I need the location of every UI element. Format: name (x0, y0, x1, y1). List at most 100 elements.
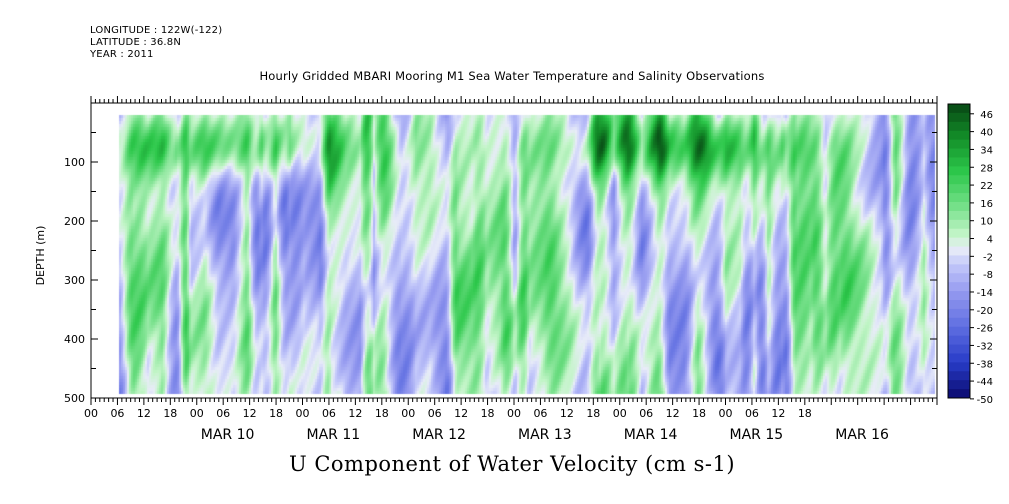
heatmap-field (91, 103, 937, 398)
colorbar-swatch (948, 353, 970, 363)
colorbar-swatch (948, 264, 970, 274)
x-hour-label: 00 (190, 407, 204, 420)
x-day-label: MAR 11 (307, 427, 361, 443)
colorbar-label: 28 (980, 163, 993, 174)
colorbar-frame (947, 103, 971, 399)
colorbar-swatch (948, 228, 970, 239)
colorbar-swatch (948, 130, 970, 141)
colorbar-swatch (948, 184, 970, 194)
colorbar-swatch (948, 166, 970, 176)
x-hour-label: 06 (110, 407, 124, 420)
longitude-label: LONGITUDE : 122W(-122) (90, 25, 223, 36)
colorbar-label: -44 (977, 377, 993, 388)
colorbar-swatch (948, 335, 970, 346)
colorbar-swatch (948, 273, 970, 283)
colorbar-swatch (948, 255, 970, 265)
x-hour-label: 00 (296, 407, 310, 420)
y-axis-label: DEPTH (m) (34, 226, 47, 286)
colorbar-swatch (948, 104, 970, 114)
x-hour-label: 06 (639, 407, 653, 420)
colorbar-label: -32 (977, 341, 993, 352)
x-hour-label: 18 (269, 407, 283, 420)
y-tick-label: 200 (64, 215, 85, 228)
colorbar-label: -8 (983, 270, 993, 281)
x-day-label: MAR 15 (730, 427, 784, 443)
colorbar-swatch (948, 219, 970, 230)
x-hour-label: 12 (560, 407, 574, 420)
colorbar-swatch (948, 282, 970, 292)
colorbar-swatch (948, 112, 970, 123)
colorbar-label: -20 (977, 306, 993, 317)
y-tick-label: 300 (64, 274, 85, 287)
colorbar: 46 40 34 28 22 16 10 4 -2 -8 -14 -20 -26 -32 -38 -44 -50 (947, 103, 993, 406)
colorbar-swatch (948, 139, 970, 150)
colorbar-swatch (948, 148, 970, 158)
colorbar-swatch (948, 317, 970, 328)
colorbar-label: 22 (980, 181, 993, 192)
colorbar-label: 34 (980, 145, 993, 156)
colorbar-swatch (948, 237, 970, 248)
x-hour-label: 06 (533, 407, 547, 420)
x-hour-label: 18 (481, 407, 495, 420)
x-hour-label: 12 (243, 407, 257, 420)
x-hour-label: 18 (798, 407, 812, 420)
colorbar-label: -14 (977, 288, 993, 299)
y-tick-label: 500 (64, 392, 85, 405)
colorbar-label: 4 (987, 235, 993, 246)
y-tick-label: 400 (64, 333, 85, 346)
x-hour-label: 06 (216, 407, 230, 420)
colorbar-swatch (948, 389, 970, 399)
colorbar-swatch (948, 326, 970, 337)
colorbar-swatch (948, 175, 970, 185)
plot-axes: 00 06 12 18 00 06 12 18 00 06 12 18 00 06 12 18 00 06 12 18… (34, 96, 938, 443)
x-hour-label: 12 (137, 407, 151, 420)
x-hour-label: 12 (666, 407, 680, 420)
chart-title: Hourly Gridded MBARI Mooring M1 Sea Wate… (259, 69, 765, 83)
colorbar-swatch (948, 246, 970, 256)
colorbar-swatch (948, 380, 970, 390)
x-day-label: MAR 14 (624, 427, 678, 443)
x-hour-label: 06 (428, 407, 442, 420)
x-hour-label: 18 (163, 407, 177, 420)
colorbar-label: -26 (977, 324, 993, 335)
x-hour-label: 00 (507, 407, 521, 420)
colorbar-swatch (948, 210, 970, 221)
colorbar-swatch (948, 121, 970, 132)
x-hour-label: 00 (613, 407, 627, 420)
colorbar-label: 46 (980, 110, 993, 121)
latitude-label: LATITUDE : 36.8N (90, 37, 182, 48)
x-hour-label: 00 (719, 407, 733, 420)
colorbar-label: -50 (977, 395, 993, 406)
colorbar-swatch (948, 371, 970, 381)
colorbar-swatch (948, 362, 970, 372)
colorbar-label: 40 (980, 128, 993, 139)
x-day-label: MAR 12 (412, 427, 466, 443)
colorbar-label: -38 (977, 359, 993, 370)
colorbar-swatch (948, 291, 970, 301)
x-hour-label: 00 (84, 407, 98, 420)
x-hour-label: 12 (454, 407, 468, 420)
colorbar-swatch (948, 202, 970, 212)
heatmap-canvas (91, 103, 937, 398)
y-tick-label: 100 (64, 156, 85, 169)
x-day-label: MAR 16 (835, 427, 889, 443)
x-hour-label: 18 (692, 407, 706, 420)
colorbar-swatch (948, 157, 970, 167)
variable-title: U Component of Water Velocity (cm s-1) (288, 452, 736, 476)
x-hour-label: 06 (322, 407, 336, 420)
colorbar-swatch (948, 193, 970, 203)
x-hour-label: 12 (348, 407, 362, 420)
x-hour-label: 18 (375, 407, 389, 420)
x-hour-label: 00 (401, 407, 415, 420)
colorbar-swatch (948, 308, 970, 319)
colorbar-label: -2 (983, 252, 993, 263)
x-day-label: MAR 10 (201, 427, 255, 443)
colorbar-swatch (948, 300, 970, 310)
colorbar-swatch (948, 344, 970, 354)
year-label: YEAR : 2011 (90, 49, 154, 60)
x-day-label: MAR 13 (518, 427, 572, 443)
colorbar-label: 16 (980, 199, 993, 210)
x-hour-label: 12 (771, 407, 785, 420)
x-hour-label: 18 (586, 407, 600, 420)
